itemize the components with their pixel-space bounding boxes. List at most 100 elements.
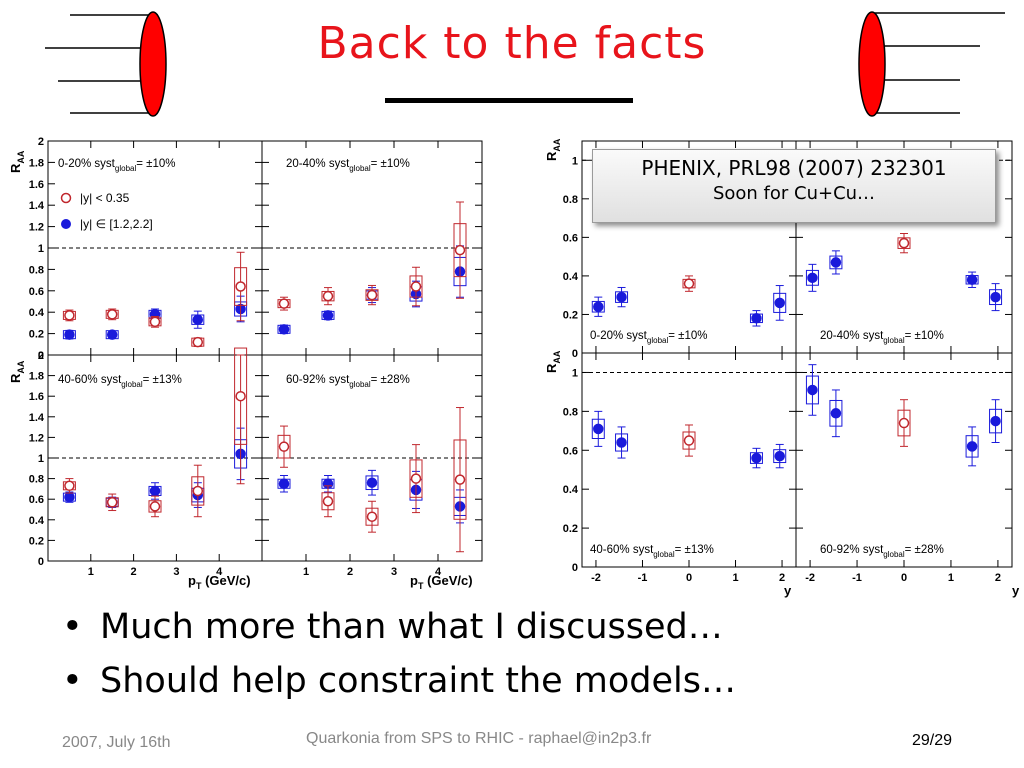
red-series-point — [278, 298, 290, 309]
blue-series-syst-box — [591, 418, 605, 440]
callout-reference: PHENIX, PRL98 (2007) 232301 — [641, 156, 947, 180]
blue-series-point — [990, 415, 1001, 427]
y-tick-label: 0.6 — [563, 445, 578, 457]
red-series-syst-box — [897, 409, 911, 437]
red-series-syst-box — [277, 434, 291, 459]
y-tick-label: 0.2 — [29, 535, 44, 547]
red-series-point — [322, 496, 334, 507]
y-tick-label: 1.8 — [29, 371, 44, 383]
x-tick-label: 2 — [995, 572, 1001, 584]
blue-series-syst-box — [749, 452, 763, 464]
blue-series-point — [106, 329, 118, 340]
red-series-point — [898, 237, 910, 249]
blue-series-point — [278, 324, 290, 335]
x-tick-label: -1 — [638, 572, 648, 584]
y-tick-label: 0.4 — [29, 307, 45, 319]
y-tick-label: 1 — [572, 155, 578, 167]
x-tick-label: 2 — [347, 566, 353, 578]
blue-series-point — [830, 408, 842, 419]
y-tick-label: 0.8 — [29, 264, 44, 276]
red-series-point — [64, 310, 75, 321]
y-tick-label: 2 — [38, 350, 44, 362]
y-tick-label: 1 — [572, 367, 578, 379]
red-series-point — [149, 501, 161, 512]
red-series-point — [366, 289, 378, 301]
blue-series-syst-box — [829, 399, 843, 427]
legend-label: |y| < 0.35 — [80, 191, 130, 205]
bullet-item: • Should help constraint the models… — [62, 654, 736, 708]
panel-frame — [795, 352, 1013, 568]
x-tick-label: -2 — [591, 572, 601, 584]
red-series-point — [235, 281, 246, 292]
x-tick-label: 2 — [779, 572, 785, 584]
y-tick-label: 1 — [38, 243, 44, 255]
blue-series-point — [751, 313, 762, 324]
x-tick-label: 3 — [391, 566, 397, 578]
x-tick-label: 1 — [732, 572, 738, 584]
y-tick-label: 0.8 — [563, 406, 578, 418]
red-series-point — [898, 417, 910, 429]
red-series-syst-box — [453, 439, 467, 520]
bullet-glyph: • — [62, 607, 83, 647]
panel-label: 20-40% systglobal= ±10% — [820, 330, 944, 345]
x-tick-label: 4 — [216, 566, 223, 578]
legend-marker-red — [60, 192, 72, 204]
red-series-syst-box — [365, 507, 379, 526]
red-series-point — [366, 511, 378, 522]
blue-series-point — [278, 478, 290, 489]
blue-series-syst-box — [805, 269, 819, 286]
blue-series-syst-box — [615, 433, 629, 452]
blue-series-point — [149, 485, 161, 497]
red-series-syst-box — [234, 347, 248, 445]
red-series-point — [235, 390, 246, 402]
bullet-item: • Much more than what I discussed… — [62, 600, 736, 654]
blue-series-point — [807, 384, 818, 396]
y-axis-title: RAA — [544, 350, 562, 373]
red-series-point — [683, 278, 695, 289]
blue-series-syst-box — [615, 291, 629, 303]
blue-series-point — [593, 423, 604, 435]
panel-frame — [581, 352, 797, 568]
reference-callout: PHENIX, PRL98 (2007) 232301 Soon for Cu+… — [592, 149, 996, 223]
blue-series-point — [966, 441, 978, 452]
red-series-point — [64, 480, 75, 492]
red-series-point — [683, 435, 695, 446]
blue-series-syst-box — [773, 292, 787, 313]
y-tick-label: 0.8 — [29, 474, 44, 486]
panel-label: 40-60% systglobal= ±13% — [590, 544, 714, 559]
y-tick-label: 0 — [38, 350, 44, 362]
slide-title: Back to the facts — [317, 18, 707, 69]
title-underline — [385, 98, 633, 103]
beam-ellipse-icon — [45, 11, 167, 117]
blue-series-point — [616, 437, 627, 448]
blue-series-syst-box — [989, 408, 1003, 434]
panel-frame — [261, 140, 483, 356]
bullet-glyph: • — [62, 661, 83, 701]
red-series-point — [192, 336, 204, 348]
y-tick-label: 1.2 — [29, 222, 44, 234]
x-tick-label: 2 — [131, 566, 137, 578]
y-axis-title: RAA — [8, 360, 26, 383]
blue-series-syst-box — [773, 449, 787, 464]
y-tick-label: 0 — [572, 348, 578, 360]
x-tick-label: 3 — [173, 566, 179, 578]
red-series-point — [454, 474, 466, 485]
blue-series-point — [966, 274, 978, 286]
legend-marker-blue — [61, 219, 71, 229]
blue-series-point — [774, 450, 785, 462]
panel-label: 0-20% systglobal= ±10% — [58, 158, 176, 173]
y-tick-label: 1.2 — [29, 432, 44, 444]
x-axis-title: y — [1012, 583, 1020, 598]
blue-series-point — [751, 452, 762, 464]
blue-series-point — [774, 297, 785, 309]
callout-note: Soon for Cu+Cu… — [712, 183, 876, 204]
y-tick-label: 0.6 — [29, 494, 44, 506]
x-axis-title: pT (GeV/c) — [188, 573, 251, 591]
red-series-point — [410, 281, 422, 292]
panel-label: 20-40% systglobal= ±10% — [286, 158, 410, 173]
footer-page-number: 29/29 — [912, 732, 953, 749]
y-tick-label: 0.2 — [563, 523, 578, 535]
y-tick-label: 1.6 — [29, 391, 44, 403]
y-tick-label: 0.6 — [29, 286, 44, 298]
red-series-syst-box — [234, 267, 248, 306]
